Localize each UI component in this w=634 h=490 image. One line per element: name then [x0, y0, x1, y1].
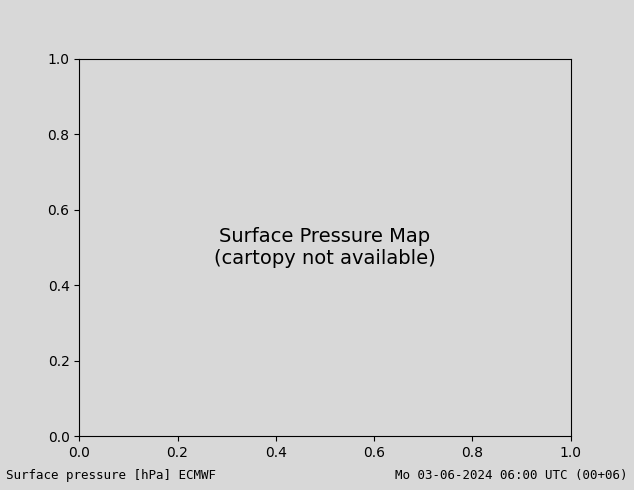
Text: Surface Pressure Map
(cartopy not available): Surface Pressure Map (cartopy not availa… [214, 227, 436, 268]
Text: Surface pressure [hPa] ECMWF: Surface pressure [hPa] ECMWF [6, 469, 216, 482]
Text: Mo 03-06-2024 06:00 UTC (00+06): Mo 03-06-2024 06:00 UTC (00+06) [395, 469, 628, 482]
